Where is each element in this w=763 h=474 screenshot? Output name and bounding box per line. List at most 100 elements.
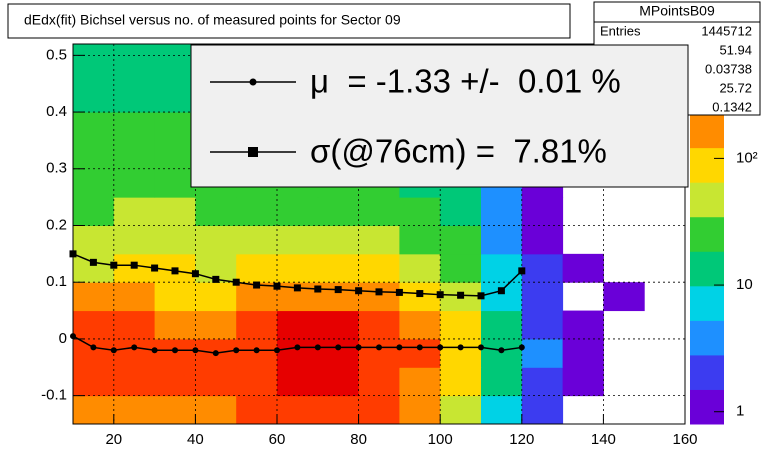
- heat-cell: [277, 395, 319, 425]
- marker: [212, 350, 219, 357]
- x-tick-label: 40: [187, 431, 204, 448]
- z-tick-label: 10²: [736, 149, 758, 166]
- heat-cell: [277, 338, 319, 368]
- heat-cell: [481, 395, 523, 425]
- heat-cell: [113, 395, 156, 425]
- heat-cell: [399, 395, 441, 425]
- overlay: dEdx(fit) Bichsel versus no. of measured…: [7, 1, 761, 188]
- heat-cell: [113, 168, 156, 198]
- color-bar-step: [690, 285, 724, 321]
- frame: [72, 43, 686, 425]
- heat-cell: [195, 395, 237, 425]
- heat-cell: [317, 338, 360, 368]
- heat-cell: [154, 140, 196, 170]
- heat-cell: [440, 197, 482, 226]
- heat-cell: [521, 282, 564, 312]
- x-tick-label: 100: [428, 431, 453, 448]
- z-tick-label: 10: [736, 276, 753, 293]
- heat-cell: [440, 310, 482, 340]
- x-tick-label: 60: [269, 431, 286, 448]
- heat-cell: [236, 225, 278, 255]
- legend-box: [190, 44, 689, 188]
- marker: [478, 344, 484, 351]
- marker: [436, 291, 444, 299]
- heat-cell: [440, 367, 482, 397]
- color-bar-step: [690, 113, 724, 149]
- stats-value: 1445712: [701, 23, 752, 38]
- stats-label: Entries: [600, 23, 641, 38]
- heat-cell: [113, 225, 156, 255]
- heat-cell: [113, 112, 156, 141]
- stats-title: MPointsB09: [639, 3, 715, 19]
- marker: [314, 285, 322, 293]
- heat-cell: [521, 225, 564, 255]
- heat-cell: [440, 253, 482, 283]
- marker: [130, 261, 138, 269]
- y-tick-label: 0.4: [46, 103, 67, 120]
- heat-cell: [73, 83, 115, 113]
- heat-cell: [481, 225, 523, 255]
- stats-value: 51.94: [719, 42, 752, 57]
- heat-cell: [358, 197, 400, 226]
- heat-cell: [399, 197, 441, 226]
- color-bar-step: [690, 147, 724, 183]
- color-bar-step: [690, 320, 724, 356]
- heat-cell: [317, 253, 360, 283]
- marker: [172, 347, 178, 354]
- heat-cell: [154, 282, 196, 312]
- heat-cell: [113, 282, 156, 312]
- heat-cell: [73, 395, 115, 425]
- heat-cell: [113, 140, 156, 170]
- heat-cell: [73, 197, 115, 226]
- heat-cell: [399, 338, 441, 368]
- heat-cell: [236, 395, 278, 425]
- marker: [314, 344, 321, 351]
- title-box: [7, 3, 571, 39]
- legend-marker: [249, 78, 257, 86]
- heat-cell: [154, 367, 196, 397]
- heat-cell: [521, 310, 564, 340]
- heat-cell: [154, 112, 196, 141]
- x-tick-label: 140: [591, 431, 616, 448]
- heat-cell: [562, 338, 604, 368]
- heat-cell: [481, 310, 523, 340]
- heat-cell: [236, 367, 278, 397]
- marker: [232, 278, 240, 286]
- heat-cell: [236, 197, 278, 226]
- marker: [395, 288, 403, 296]
- marker: [375, 288, 383, 296]
- heat-cell: [440, 338, 482, 368]
- heat-cell: [277, 310, 319, 340]
- heat-cell: [195, 367, 237, 397]
- marker: [253, 347, 260, 354]
- marker: [90, 344, 97, 351]
- heat-cell: [317, 225, 360, 255]
- heat-cell: [358, 253, 400, 283]
- heat-cell: [73, 253, 115, 283]
- marker: [416, 344, 423, 351]
- marker: [89, 258, 97, 266]
- marker: [396, 344, 403, 351]
- heat-cell: [603, 282, 645, 312]
- heat-cell: [358, 395, 400, 425]
- heat-cell: [317, 310, 360, 340]
- marker: [477, 292, 485, 300]
- marker: [253, 281, 261, 289]
- heat-cell: [73, 112, 115, 141]
- heat-cell: [113, 83, 156, 113]
- heat-cell: [399, 310, 441, 340]
- marker: [416, 290, 424, 298]
- heat-cell: [73, 225, 115, 255]
- heat-cell: [481, 282, 523, 312]
- marker: [274, 347, 280, 354]
- heat-cell: [521, 338, 564, 368]
- stats-value: 25.72: [719, 80, 752, 95]
- heat-cell: [154, 310, 196, 340]
- color-bar-step: [690, 354, 724, 390]
- marker: [192, 347, 199, 354]
- y-tick-label: 0: [59, 330, 67, 347]
- heat-cell: [73, 282, 115, 312]
- y-tick-label: 0.2: [46, 216, 67, 233]
- heat-cell: [317, 197, 360, 226]
- heat-cell: [358, 338, 400, 368]
